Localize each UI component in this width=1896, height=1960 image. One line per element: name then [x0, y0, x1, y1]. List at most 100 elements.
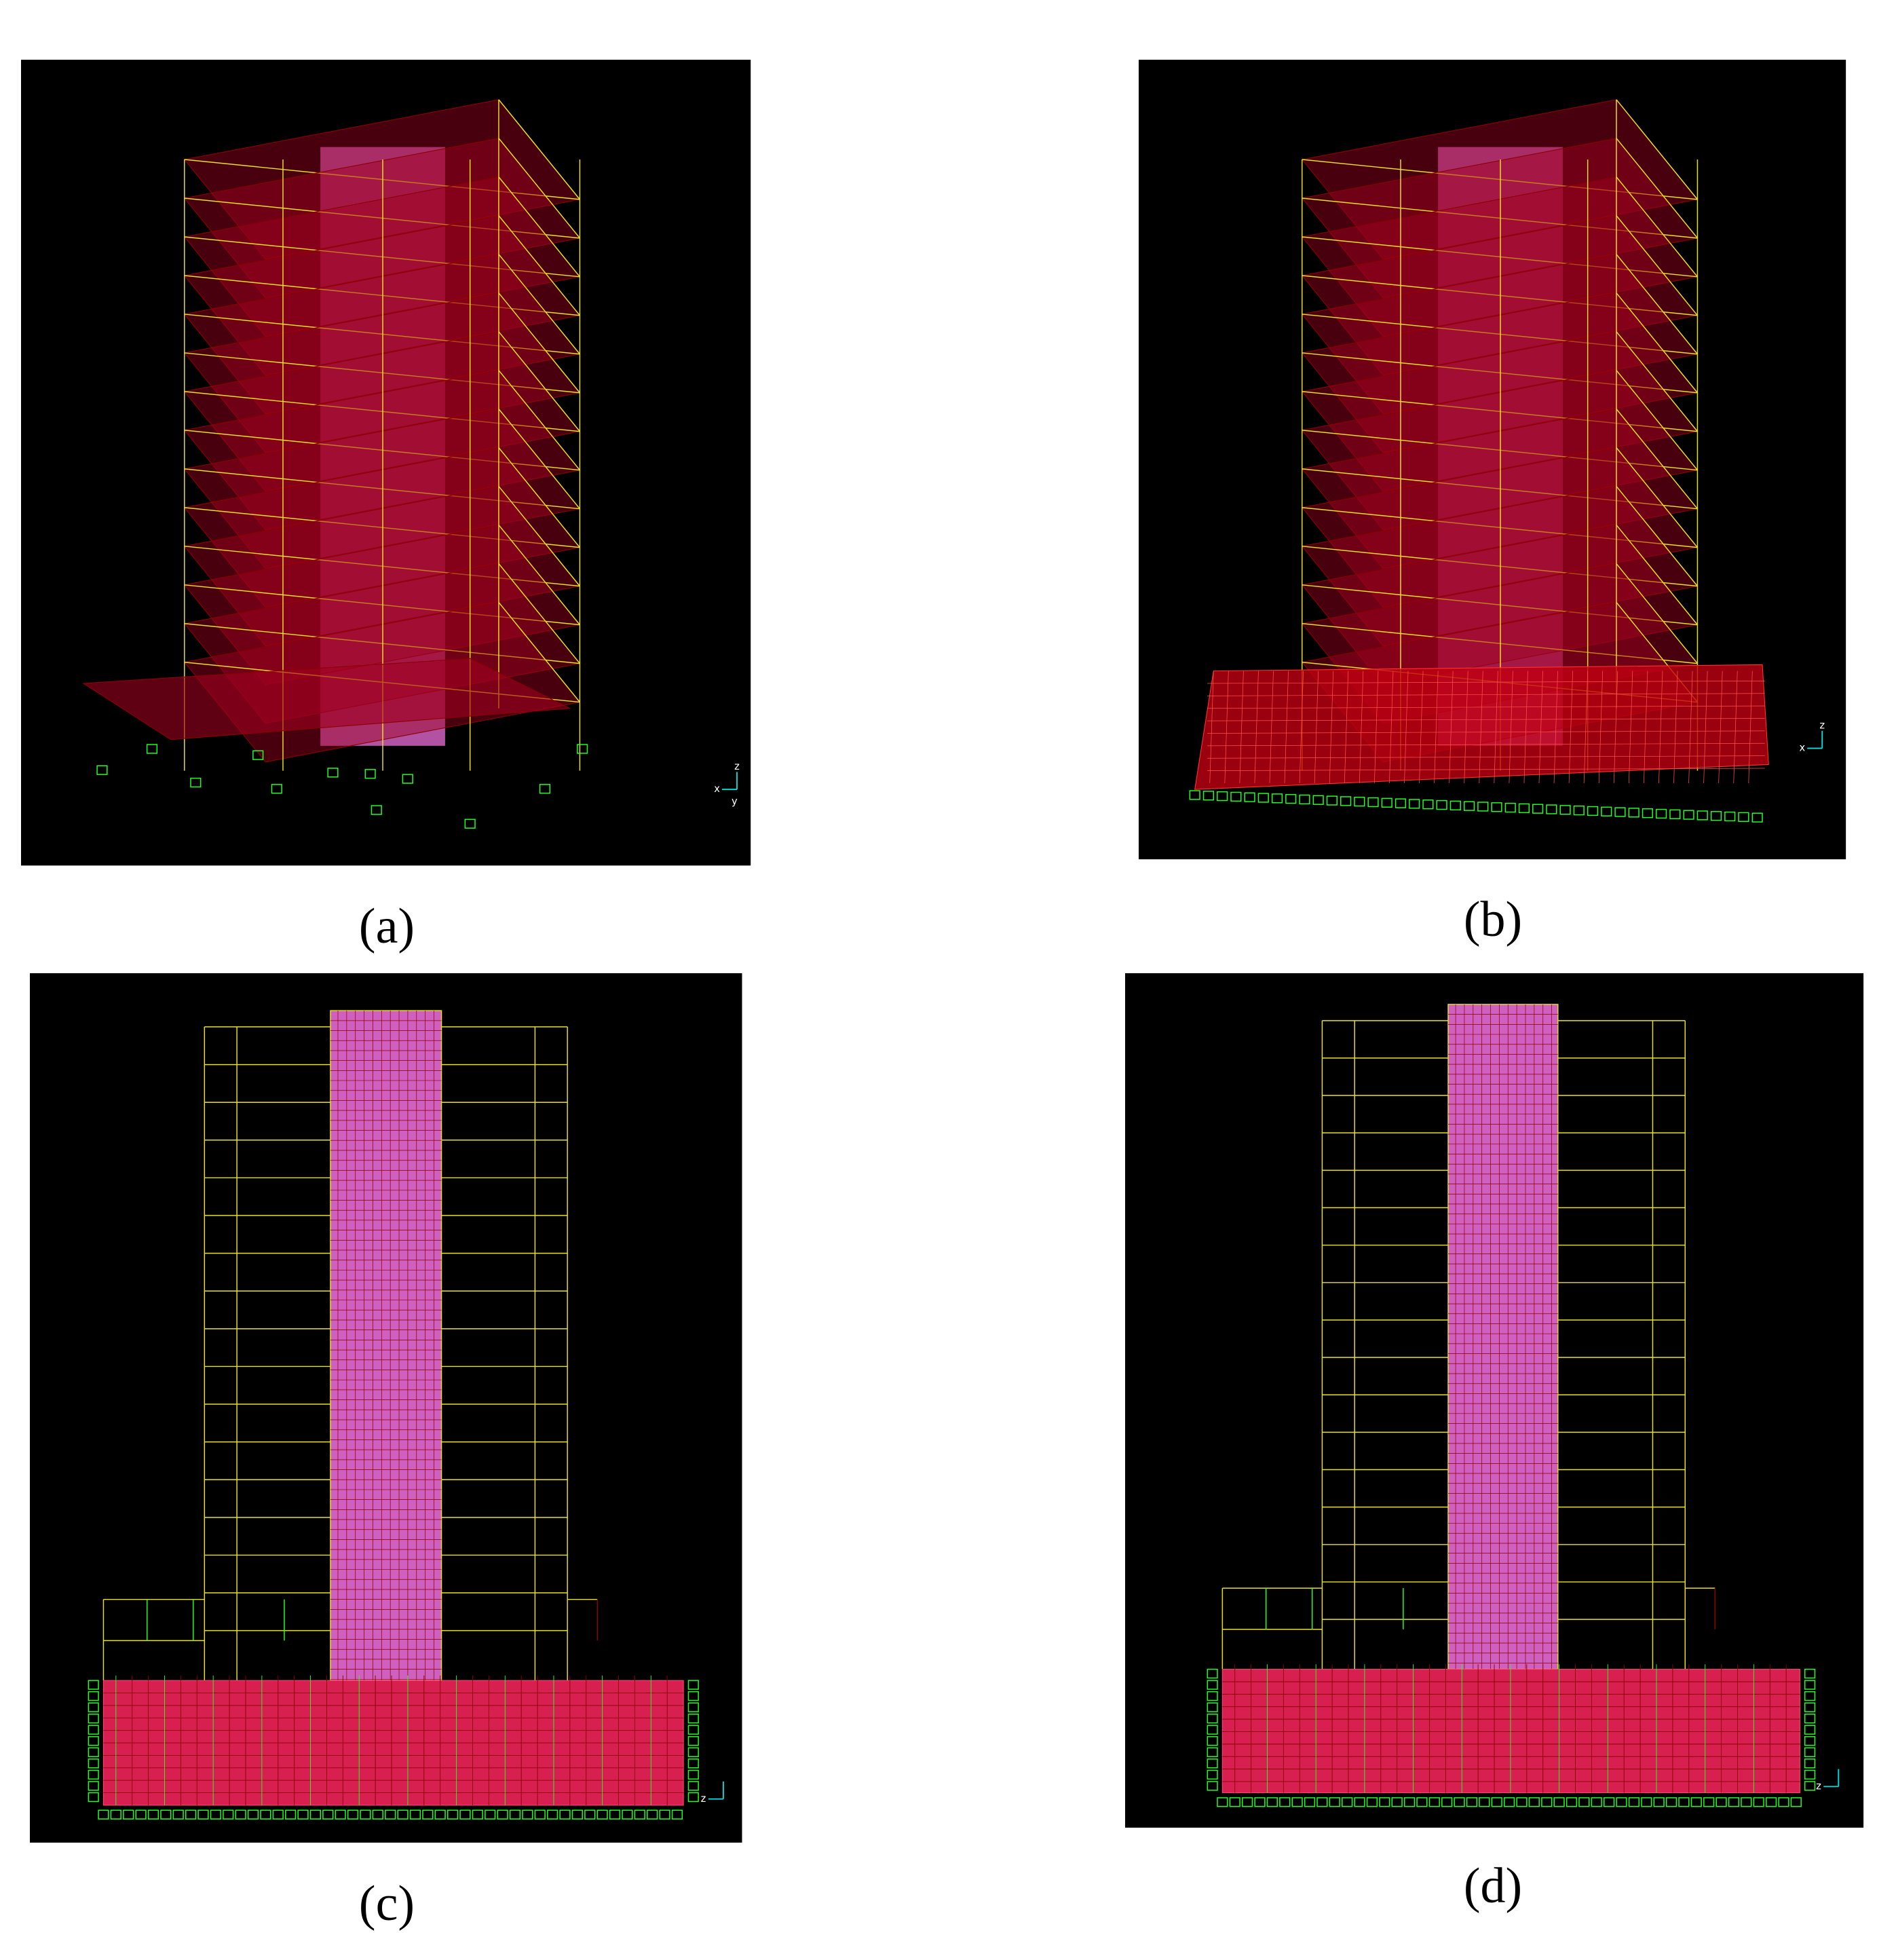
member: [1658, 671, 1663, 784]
support: [1381, 797, 1392, 808]
model-view: xz: [1139, 60, 1846, 860]
axis-label: y: [732, 796, 738, 808]
support: [1804, 1736, 1816, 1746]
support: [659, 1809, 670, 1820]
support: [622, 1809, 633, 1820]
member: [1209, 671, 1214, 784]
support: [1366, 1797, 1378, 1807]
support: [88, 1714, 99, 1724]
support: [409, 1809, 421, 1820]
support: [1541, 1797, 1553, 1807]
support: [1804, 1714, 1816, 1724]
member: [498, 370, 580, 471]
support: [1449, 800, 1461, 811]
member: [184, 391, 580, 432]
member: [1302, 430, 1698, 471]
support: [1189, 790, 1200, 800]
member: [1628, 671, 1633, 784]
support: [1436, 799, 1447, 810]
member: [1302, 159, 1698, 200]
support: [1804, 1680, 1816, 1690]
support: [1329, 1797, 1340, 1807]
support: [547, 1809, 558, 1820]
member: [184, 197, 580, 239]
member: [1616, 99, 1698, 200]
support: [247, 1809, 259, 1820]
model-view: z: [30, 973, 742, 1843]
core-wall: [1447, 1004, 1559, 1670]
member: [1207, 718, 1765, 721]
support: [160, 1809, 172, 1820]
support: [1678, 1797, 1690, 1807]
support: [1566, 1797, 1578, 1807]
support: [447, 1809, 459, 1820]
support: [1559, 805, 1571, 815]
support: [434, 1809, 446, 1820]
support: [335, 1809, 346, 1820]
support: [1416, 1797, 1428, 1807]
support: [1751, 812, 1763, 823]
member: [1302, 507, 1698, 548]
support: [185, 1809, 197, 1820]
support: [497, 1809, 508, 1820]
member: [184, 584, 580, 626]
support: [1804, 1725, 1816, 1735]
podium: [1221, 1669, 1800, 1794]
member: [184, 352, 580, 394]
support: [1573, 805, 1585, 816]
support: [88, 1680, 99, 1690]
support: [98, 1809, 109, 1820]
support: [322, 1809, 334, 1820]
support: [1454, 1797, 1465, 1807]
support: [1804, 1781, 1816, 1791]
support: [1738, 812, 1749, 823]
support: [1656, 808, 1667, 819]
support: [397, 1809, 409, 1820]
member: [1419, 671, 1424, 784]
axis-label: z: [734, 761, 740, 772]
support: [347, 1809, 359, 1820]
support: [272, 1809, 284, 1820]
support: [1479, 1797, 1490, 1807]
support: [1628, 808, 1639, 818]
support: [687, 1781, 699, 1791]
support: [464, 818, 476, 829]
member: [1449, 671, 1454, 784]
support: [1207, 1781, 1218, 1791]
support: [687, 1792, 699, 1803]
support: [1354, 1797, 1365, 1807]
support: [1217, 1797, 1228, 1807]
support: [1254, 1797, 1266, 1807]
member: [1302, 314, 1698, 355]
axis-label: z: [1819, 719, 1825, 731]
member: [1207, 693, 1765, 696]
support: [135, 1809, 147, 1820]
support: [687, 1736, 699, 1746]
support: [1316, 1797, 1328, 1807]
member: [1703, 671, 1708, 784]
member: [1644, 671, 1648, 784]
support: [1790, 1797, 1802, 1807]
support: [110, 1809, 121, 1820]
member: [184, 430, 580, 471]
support: [1804, 1769, 1816, 1780]
support: [1207, 1668, 1218, 1679]
member: [1616, 138, 1698, 239]
support: [1391, 1797, 1403, 1807]
support: [1354, 797, 1365, 807]
member: [1302, 236, 1698, 278]
support: [1690, 1797, 1702, 1807]
support: [88, 1747, 99, 1757]
support: [1587, 806, 1599, 816]
member: [498, 293, 580, 394]
support: [539, 784, 551, 794]
member: [1299, 671, 1304, 784]
support: [146, 744, 158, 754]
member: [1207, 680, 1765, 684]
support: [297, 1809, 309, 1820]
support: [252, 750, 264, 760]
member: [1207, 705, 1765, 709]
support: [1279, 1797, 1291, 1807]
member: [1616, 370, 1698, 471]
support: [327, 768, 339, 778]
